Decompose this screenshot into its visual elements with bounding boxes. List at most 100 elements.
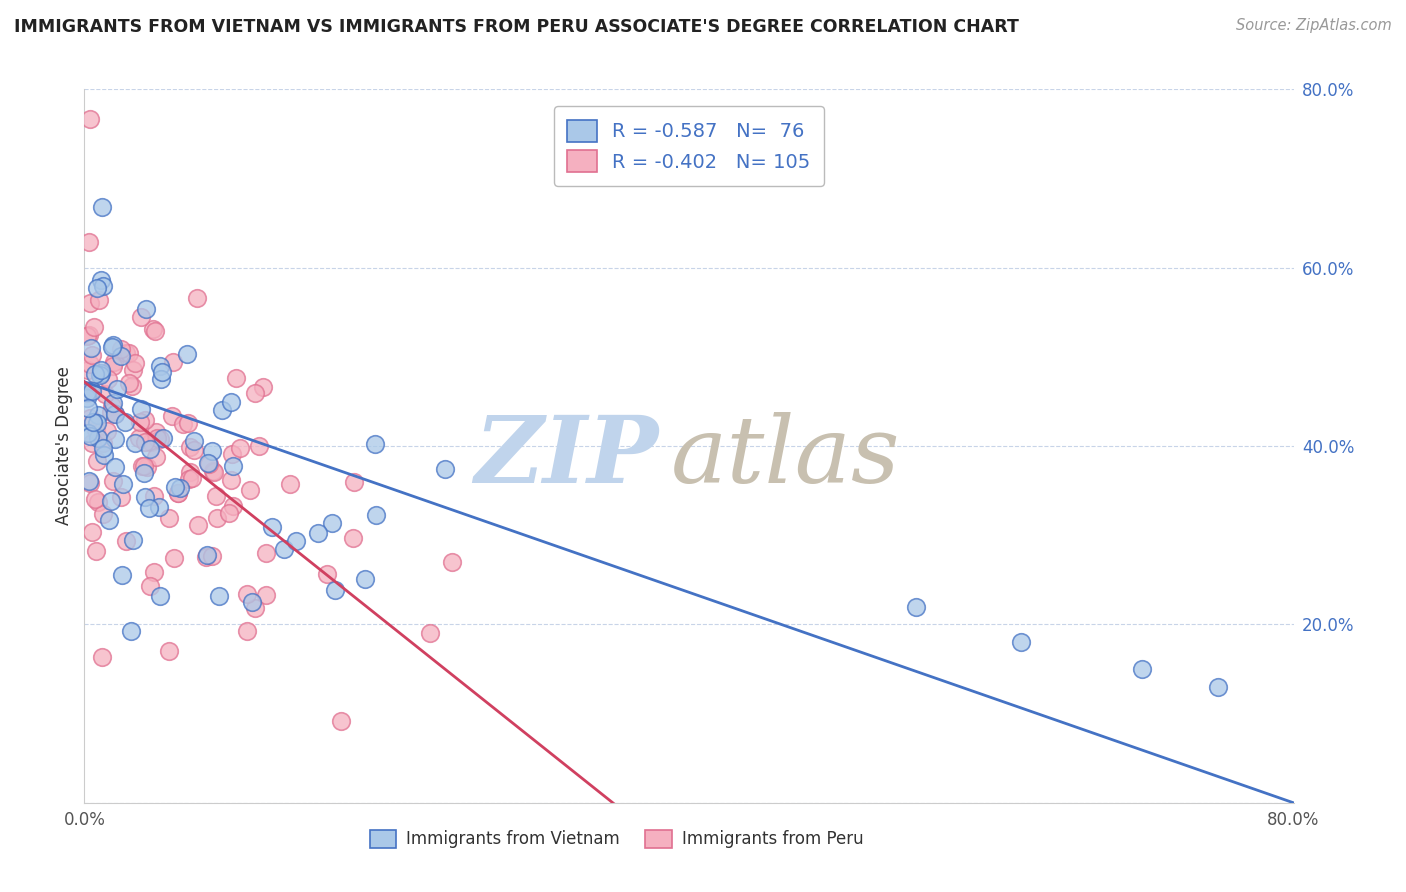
Point bbox=[149, 359, 172, 373]
Point bbox=[145, 425, 167, 439]
Point bbox=[441, 555, 464, 569]
Point bbox=[183, 434, 205, 448]
Point bbox=[179, 465, 201, 479]
Point bbox=[79, 411, 101, 425]
Point bbox=[77, 425, 100, 440]
Point bbox=[240, 595, 263, 609]
Point bbox=[103, 354, 125, 368]
Point bbox=[904, 599, 927, 614]
Point bbox=[183, 443, 205, 458]
Point bbox=[149, 589, 172, 603]
Point bbox=[134, 467, 156, 481]
Point bbox=[103, 475, 125, 489]
Point bbox=[136, 459, 159, 474]
Point bbox=[79, 112, 101, 127]
Point bbox=[148, 500, 170, 514]
Point bbox=[118, 345, 141, 359]
Point bbox=[120, 624, 142, 639]
Point bbox=[98, 513, 121, 527]
Point bbox=[167, 486, 190, 500]
Text: ZIP: ZIP bbox=[474, 412, 659, 501]
Point bbox=[198, 457, 221, 471]
Point bbox=[129, 415, 152, 429]
Point bbox=[157, 644, 180, 658]
Point bbox=[201, 444, 224, 458]
Point bbox=[1206, 680, 1229, 694]
Point bbox=[163, 480, 186, 494]
Point bbox=[219, 395, 242, 409]
Point bbox=[91, 508, 114, 522]
Point bbox=[139, 579, 162, 593]
Point bbox=[110, 343, 132, 357]
Point bbox=[124, 436, 146, 450]
Point bbox=[169, 482, 191, 496]
Point bbox=[143, 489, 166, 503]
Point bbox=[86, 454, 108, 468]
Point bbox=[181, 470, 204, 484]
Point bbox=[364, 508, 387, 522]
Point bbox=[90, 363, 112, 377]
Point bbox=[114, 533, 136, 548]
Y-axis label: Associate's Degree: Associate's Degree bbox=[55, 367, 73, 525]
Point bbox=[221, 447, 243, 461]
Point bbox=[134, 490, 156, 504]
Point bbox=[201, 549, 224, 563]
Point bbox=[163, 551, 186, 566]
Point bbox=[101, 400, 124, 414]
Point bbox=[247, 439, 270, 453]
Point bbox=[77, 327, 100, 342]
Point bbox=[91, 278, 114, 293]
Point bbox=[76, 363, 98, 377]
Point bbox=[101, 359, 124, 374]
Point bbox=[177, 472, 200, 486]
Point bbox=[1130, 662, 1153, 676]
Point bbox=[77, 401, 100, 416]
Point bbox=[273, 541, 295, 556]
Point bbox=[236, 624, 259, 639]
Point bbox=[160, 409, 183, 424]
Point bbox=[100, 339, 122, 353]
Point bbox=[128, 431, 150, 445]
Point bbox=[91, 436, 114, 450]
Point bbox=[143, 565, 166, 579]
Point bbox=[104, 407, 127, 421]
Point bbox=[76, 329, 98, 343]
Point bbox=[90, 273, 112, 287]
Point bbox=[103, 460, 125, 475]
Point bbox=[115, 346, 138, 360]
Point bbox=[83, 320, 105, 334]
Point bbox=[342, 531, 364, 545]
Point bbox=[162, 355, 184, 369]
Point bbox=[222, 499, 245, 513]
Point bbox=[307, 526, 329, 541]
Point bbox=[167, 486, 190, 500]
Point bbox=[218, 506, 240, 520]
Point bbox=[111, 567, 134, 582]
Point bbox=[87, 495, 110, 509]
Point bbox=[195, 548, 218, 562]
Point bbox=[229, 441, 252, 455]
Text: Source: ZipAtlas.com: Source: ZipAtlas.com bbox=[1236, 18, 1392, 33]
Text: atlas: atlas bbox=[671, 412, 900, 501]
Point bbox=[79, 475, 101, 489]
Point bbox=[222, 458, 245, 473]
Point bbox=[252, 379, 274, 393]
Point bbox=[103, 407, 125, 421]
Point bbox=[96, 424, 118, 438]
Point bbox=[433, 462, 456, 476]
Point bbox=[159, 511, 181, 525]
Point bbox=[143, 325, 166, 339]
Point bbox=[315, 566, 337, 581]
Point bbox=[152, 431, 174, 445]
Point bbox=[254, 588, 277, 602]
Point bbox=[77, 235, 100, 249]
Point bbox=[145, 450, 167, 465]
Point bbox=[79, 429, 101, 443]
Text: IMMIGRANTS FROM VIETNAM VS IMMIGRANTS FROM PERU ASSOCIATE'S DEGREE CORRELATION C: IMMIGRANTS FROM VIETNAM VS IMMIGRANTS FR… bbox=[14, 18, 1019, 36]
Point bbox=[87, 293, 110, 308]
Point bbox=[76, 391, 98, 405]
Point bbox=[149, 372, 172, 386]
Point bbox=[138, 500, 160, 515]
Point bbox=[110, 349, 132, 363]
Point bbox=[172, 417, 194, 431]
